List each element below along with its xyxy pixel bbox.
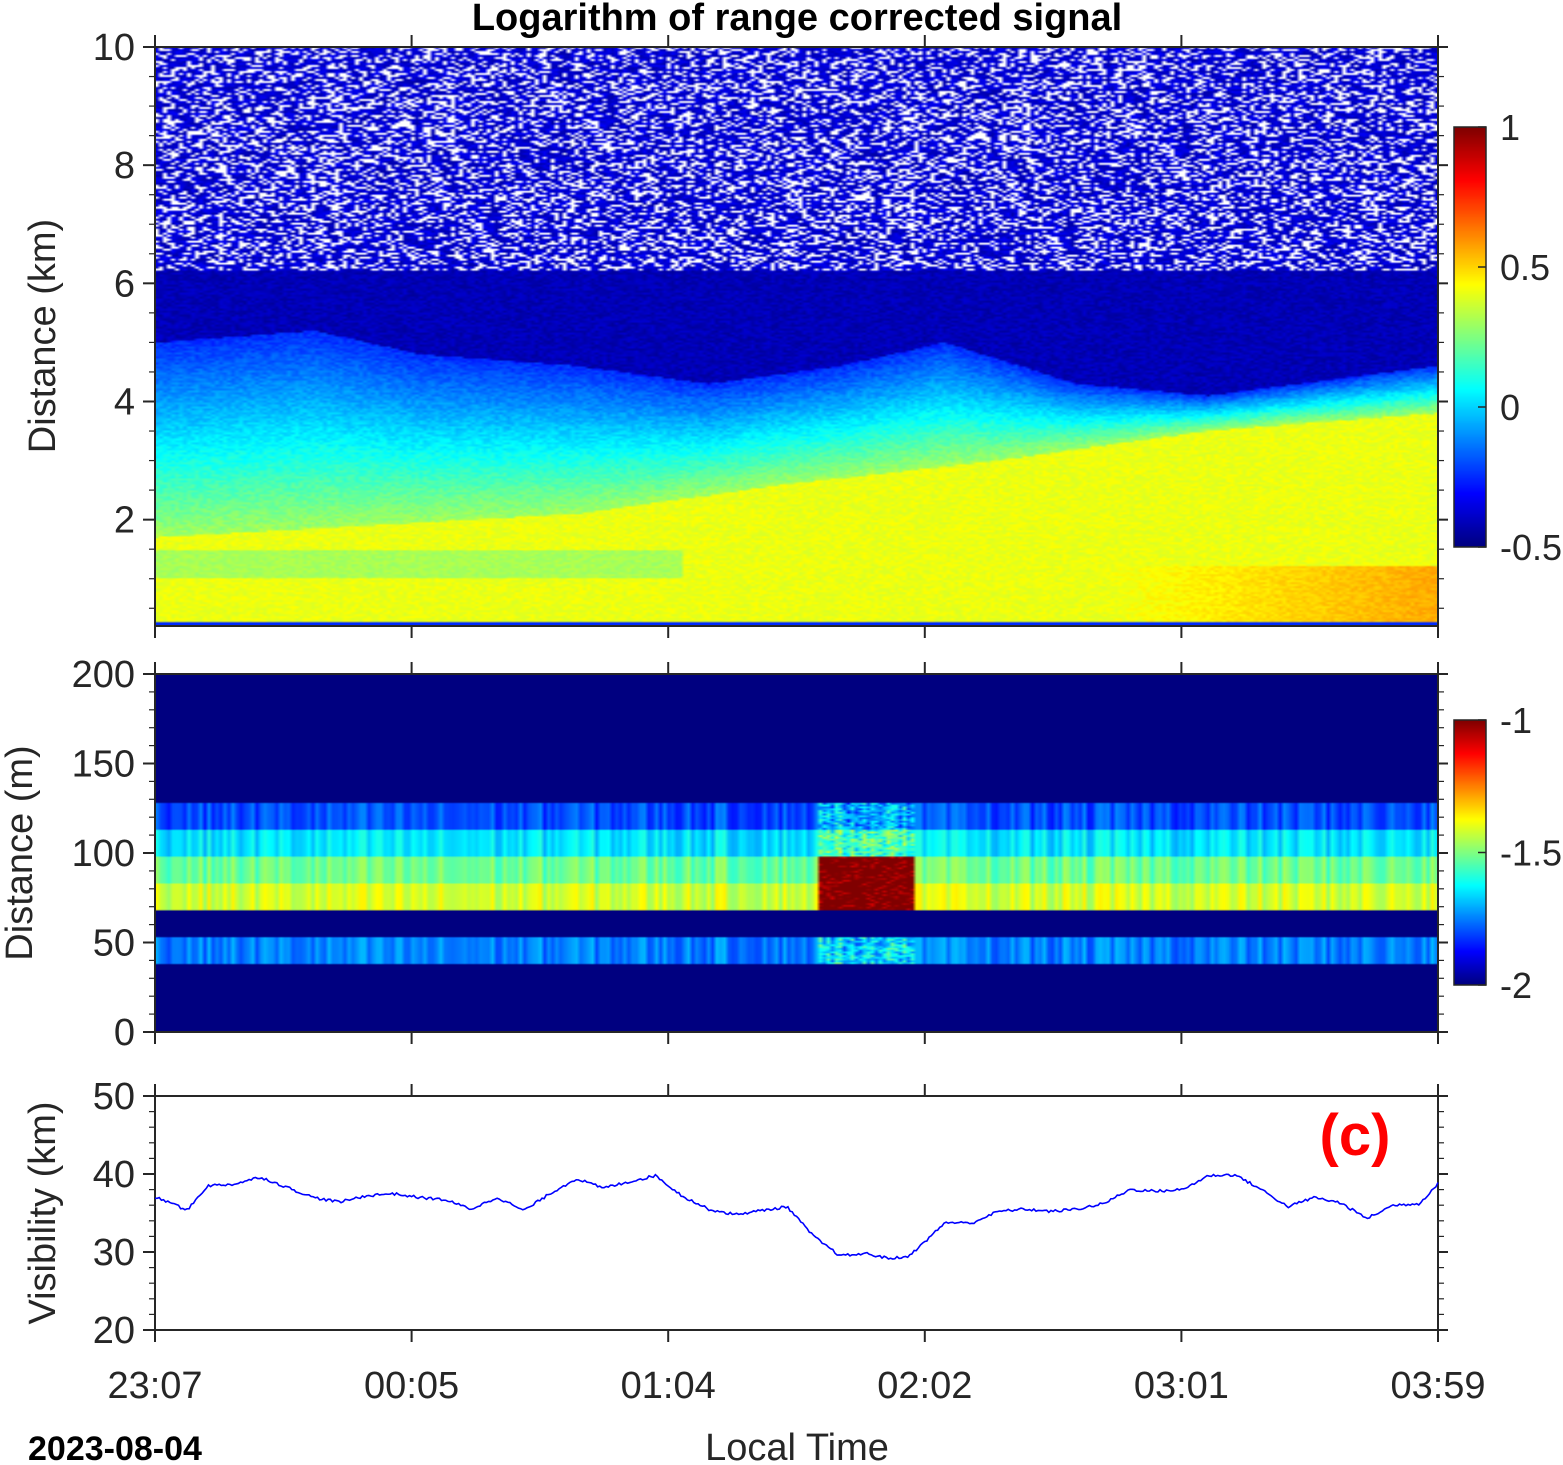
panel-1-ylabel: Distance (km) [22, 219, 64, 453]
y-tick-label: 4 [114, 381, 135, 423]
panel-1-colorbar [1454, 127, 1486, 547]
panel-3-y-ticks: 20 30 40 50 [93, 1076, 1448, 1352]
panel-1-lidar-signal: 2 4 6 8 10 Distance (km) -0.5 0 0.5 1 [22, 27, 1562, 638]
panel-2-y-ticks: 0 50 100 150 200 [72, 654, 1448, 1054]
time-tick-label: 23:07 [107, 1365, 202, 1407]
colorbar-tick-label: -1 [1500, 700, 1532, 741]
visibility-series-line [154, 1173, 1439, 1260]
panel-1-heatmap-image [155, 47, 1438, 626]
panel-3-x-ticks [154, 1084, 1439, 1342]
panel-1-y-ticks: 2 4 6 8 10 [93, 27, 1448, 609]
y-tick-label: 8 [114, 145, 135, 187]
panel-1-axes-box [154, 46, 1439, 627]
panel-c-label: (c) [1320, 1103, 1391, 1168]
y-tick-label: 50 [93, 1076, 135, 1118]
y-tick-label: 0 [114, 1012, 135, 1054]
colorbar-tick-label: -0.5 [1500, 527, 1562, 568]
colorbar-tick-label: -1.5 [1500, 833, 1562, 874]
panel-2-heatmap-image [155, 674, 1438, 1032]
colorbar-tick-label: 1 [1500, 107, 1520, 148]
y-tick-label: 150 [72, 744, 135, 786]
time-tick-label: 03:01 [1134, 1365, 1229, 1407]
y-tick-label: 50 [93, 923, 135, 965]
panel-3-ylabel: Visibility (km) [22, 1101, 64, 1324]
x-axis-label: Local Time [705, 1427, 889, 1465]
panel-2-x-ticks [154, 662, 1439, 1044]
y-tick-label: 100 [72, 833, 135, 875]
panel-1-x-ticks [154, 35, 1439, 638]
colorbar-tick-label: 0.5 [1500, 247, 1550, 288]
panel-1-colorbar-box [1453, 126, 1487, 548]
y-tick-label: 40 [93, 1154, 135, 1196]
panel-3-visibility: 20 30 40 50 Visibility (km) (c) [22, 1076, 1448, 1352]
panel-3-axes-box [154, 1095, 1439, 1331]
y-tick-label: 2 [114, 500, 135, 542]
panel-1-colorbar-ticks: -0.5 0 0.5 1 [1478, 107, 1562, 568]
colorbar-tick-label: -2 [1500, 965, 1532, 1006]
date-label: 2023-08-04 [28, 1430, 202, 1465]
panel-2-near-range: 0 50 100 150 200 Distance (m) -2 -1.5 -1 [0, 654, 1562, 1054]
time-tick-label: 01:04 [621, 1365, 716, 1407]
panel-2-ylabel: Distance (m) [0, 745, 41, 960]
y-tick-label: 20 [93, 1310, 135, 1352]
y-tick-label: 30 [93, 1232, 135, 1274]
figure-title: Logarithm of range corrected signal [472, 0, 1122, 39]
time-tick-label: 03:59 [1390, 1365, 1485, 1407]
colorbar-tick-label: 0 [1500, 387, 1520, 428]
time-tick-label: 02:02 [877, 1365, 972, 1407]
panel-2-colorbar-ticks: -2 -1.5 -1 [1478, 700, 1562, 1006]
y-tick-label: 6 [114, 263, 135, 305]
time-tick-label: 00:05 [364, 1365, 459, 1407]
y-tick-label: 200 [72, 654, 135, 696]
time-tick-labels: 23:07 00:05 01:04 02:02 03:01 03:59 [107, 1365, 1485, 1407]
y-tick-label: 10 [93, 27, 135, 69]
